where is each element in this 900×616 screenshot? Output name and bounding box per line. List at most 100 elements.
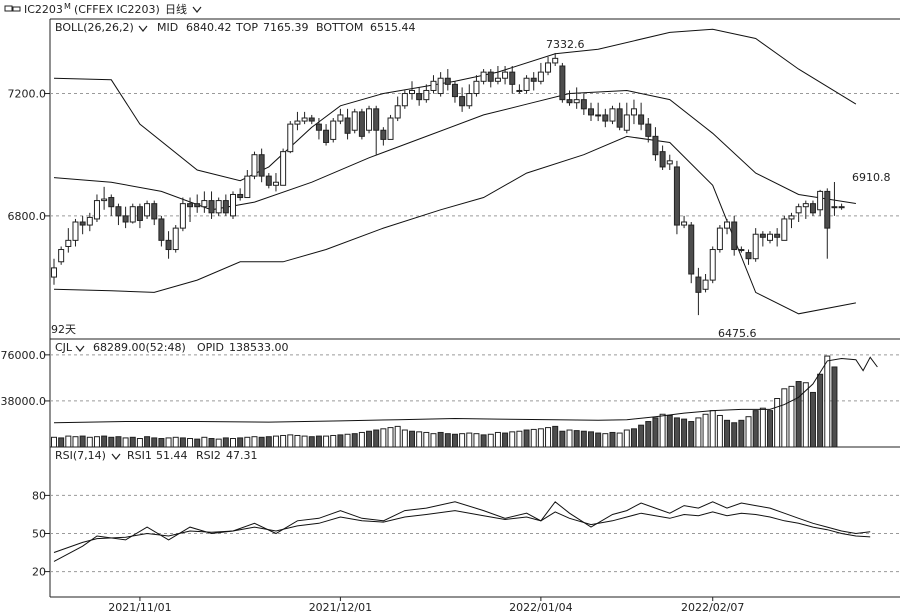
candle-body <box>394 105 401 119</box>
candle-body <box>838 206 845 209</box>
candle-body <box>358 111 365 137</box>
candle-body <box>401 93 408 107</box>
boll-upper-line <box>53 28 857 182</box>
volume-bar <box>745 416 752 448</box>
volume-bar <box>101 435 108 448</box>
candle-body <box>323 129 330 143</box>
candle-body <box>165 239 172 251</box>
candle-body <box>688 224 695 275</box>
volume-bar <box>767 410 773 448</box>
period-selector[interactable]: 日线 <box>165 2 187 16</box>
volume-bar <box>595 432 602 448</box>
candle-body <box>716 227 723 251</box>
volume-bar <box>709 410 716 448</box>
chevron-down-icon[interactable] <box>138 25 148 32</box>
volume-bar <box>79 435 86 448</box>
chevron-down-icon[interactable] <box>111 453 121 460</box>
candle-body <box>244 175 251 199</box>
candle-body <box>552 57 559 64</box>
volume-bar <box>287 434 294 448</box>
candle-body <box>194 203 201 208</box>
candle-body <box>566 99 573 104</box>
boll-mid-label: MID <box>157 21 178 34</box>
volume-bar <box>559 430 566 448</box>
boll-top-label: TOP <box>235 21 258 34</box>
volume-bar <box>487 433 494 448</box>
volume-bar <box>480 434 487 448</box>
candle-body <box>630 108 637 116</box>
volume-bar <box>616 432 623 448</box>
candle-body <box>709 249 716 281</box>
volume-bar <box>337 434 344 448</box>
candle-body <box>144 203 151 217</box>
candle-body <box>580 99 587 110</box>
volume-bar <box>774 398 781 448</box>
rsi-indicator-name[interactable]: RSI(7,14) <box>55 449 106 462</box>
candle-body <box>330 120 337 140</box>
x-tick-label: 2022/01/04 <box>509 601 572 614</box>
candle-body <box>702 279 709 290</box>
volume-bar <box>194 438 201 448</box>
candle-body <box>473 80 480 95</box>
boll-bottom-label: BOTTOM <box>316 21 363 34</box>
candle-body <box>387 117 394 140</box>
price-panel-header: BOLL(26,26,2) MID 6840.42 TOP 7165.39 BO… <box>51 21 416 336</box>
candle-body <box>272 181 279 186</box>
volume-bar <box>179 437 186 448</box>
volume-bar <box>523 429 530 448</box>
rsi-lines <box>53 501 871 562</box>
contract-icon[interactable] <box>4 5 21 12</box>
volume-bar <box>580 430 587 448</box>
volume-bar <box>122 437 129 448</box>
volume-bar <box>158 438 165 448</box>
candle-body <box>294 120 301 125</box>
volume-bar <box>502 432 509 448</box>
rsi2-label: RSI2 <box>196 449 221 462</box>
candle-body <box>101 198 108 202</box>
volume-bar <box>673 417 680 448</box>
volume-bar <box>258 436 265 448</box>
candle-body <box>638 114 645 125</box>
volume-bar <box>724 419 731 448</box>
volume-bar <box>602 433 609 448</box>
cjl-indicator-name[interactable]: CJL <box>55 341 73 354</box>
volume-bar <box>366 430 373 448</box>
candle-body <box>416 93 423 101</box>
x-tick-label: 2021/12/01 <box>309 601 372 614</box>
chevron-down-icon[interactable] <box>75 345 85 352</box>
candle-body <box>251 154 258 177</box>
boll-indicator-name[interactable]: BOLL(26,26,2) <box>55 21 134 34</box>
candle-body <box>201 200 208 208</box>
volume-bar <box>444 433 451 448</box>
volume-bar <box>86 436 93 448</box>
candle-body <box>86 216 93 226</box>
contract-superscript: M <box>64 2 71 11</box>
candle-body <box>623 114 630 131</box>
candle-body <box>502 71 509 79</box>
candle-body <box>265 175 272 186</box>
boll-mid-line <box>53 89 856 211</box>
volume-bar <box>566 429 573 448</box>
candle-body <box>373 108 380 131</box>
days-label: 92天 <box>51 323 76 336</box>
volume-bar <box>788 385 795 448</box>
candle-body <box>595 114 602 117</box>
candle-body <box>516 89 523 92</box>
volume-bar <box>459 433 466 448</box>
volume-bar <box>72 436 79 448</box>
high-annotation: 7332.6 <box>546 38 585 51</box>
volume-bar <box>545 427 552 448</box>
contract-symbol[interactable]: IC2203 <box>24 3 63 16</box>
rsi-tick-label: 50 <box>32 528 46 541</box>
candle-body <box>788 215 795 220</box>
volume-bar <box>344 433 351 448</box>
chevron-down-icon[interactable] <box>192 6 202 13</box>
volume-bar <box>681 418 688 448</box>
volume-bar <box>645 421 652 448</box>
candle-body <box>738 249 745 252</box>
candle-body <box>774 233 781 238</box>
volume-bar <box>809 391 816 448</box>
volume-bar <box>222 437 229 448</box>
volume-bar <box>58 437 65 448</box>
